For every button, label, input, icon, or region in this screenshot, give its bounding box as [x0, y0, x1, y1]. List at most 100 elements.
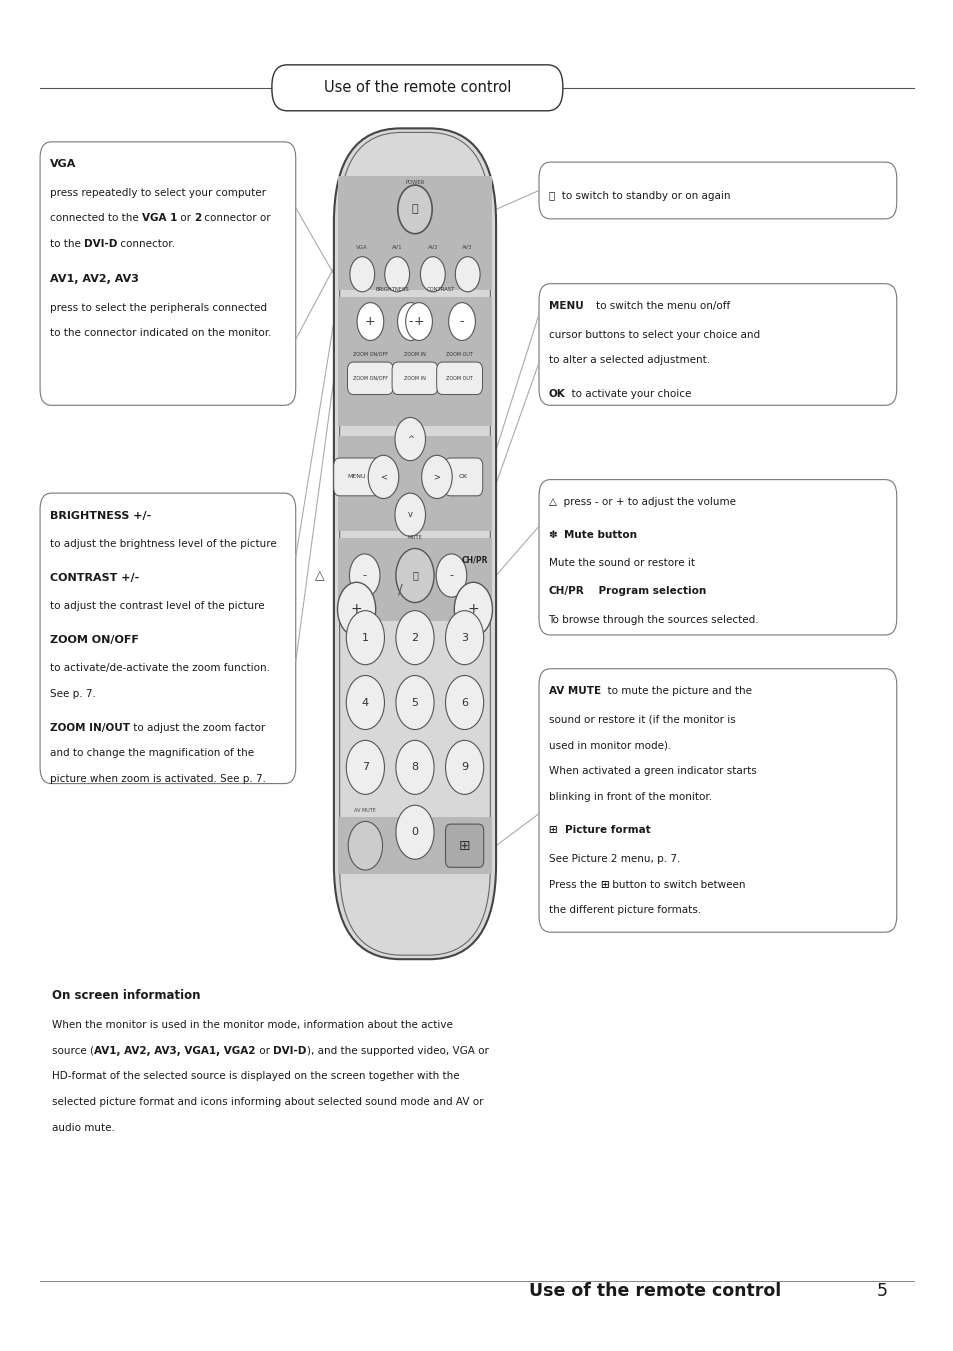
FancyBboxPatch shape — [445, 824, 483, 867]
Text: AV1, AV2, AV3, VGA1, VGA2: AV1, AV2, AV3, VGA1, VGA2 — [94, 1046, 255, 1055]
FancyBboxPatch shape — [334, 128, 496, 959]
Text: △  press - or + to adjust the volume: △ press - or + to adjust the volume — [548, 497, 735, 507]
Circle shape — [395, 549, 434, 603]
Text: ZOOM IN: ZOOM IN — [404, 376, 425, 381]
Text: picture when zoom is activated. See p. 7.: picture when zoom is activated. See p. 7… — [50, 774, 265, 784]
Bar — [337, 538, 492, 621]
Text: ⏻  to switch to standby or on again: ⏻ to switch to standby or on again — [548, 190, 729, 201]
Text: connector.: connector. — [117, 239, 175, 249]
Bar — [337, 817, 492, 874]
Text: AV MUTE: AV MUTE — [355, 808, 375, 813]
Text: +: + — [351, 603, 362, 616]
Circle shape — [349, 554, 379, 597]
Circle shape — [445, 611, 483, 665]
Text: 5: 5 — [876, 1282, 887, 1300]
Text: v: v — [407, 511, 413, 519]
Text: 1: 1 — [361, 632, 369, 643]
Text: OK: OK — [458, 474, 468, 480]
Bar — [337, 297, 492, 426]
Text: AV1, AV2, AV3: AV1, AV2, AV3 — [50, 274, 138, 284]
Text: to adjust the zoom factor: to adjust the zoom factor — [130, 723, 265, 732]
Text: Mute the sound or restore it: Mute the sound or restore it — [548, 558, 694, 567]
Circle shape — [356, 303, 383, 340]
Text: Use of the remote control: Use of the remote control — [323, 80, 511, 96]
Text: -: - — [362, 570, 366, 581]
Text: 4: 4 — [361, 697, 369, 708]
Text: See p. 7.: See p. 7. — [50, 689, 95, 698]
Text: to activate/de-activate the zoom function.: to activate/de-activate the zoom functio… — [50, 663, 270, 673]
Text: ZOOM ON/OFF: ZOOM ON/OFF — [353, 351, 388, 357]
Circle shape — [346, 740, 384, 794]
Text: 5: 5 — [411, 697, 418, 708]
Text: the different picture formats.: the different picture formats. — [548, 905, 700, 915]
Circle shape — [436, 554, 466, 597]
Text: CH/PR: CH/PR — [461, 555, 488, 565]
Text: +: + — [414, 315, 424, 328]
Text: ZOOM OUT: ZOOM OUT — [446, 376, 473, 381]
Text: ✽: ✽ — [548, 530, 563, 539]
Text: audio mute.: audio mute. — [52, 1123, 115, 1132]
Text: connector or: connector or — [201, 213, 271, 223]
Text: to switch the menu on/off: to switch the menu on/off — [582, 301, 730, 311]
Circle shape — [448, 303, 475, 340]
Text: ZOOM IN: ZOOM IN — [404, 351, 425, 357]
Circle shape — [346, 611, 384, 665]
Text: AV MUTE: AV MUTE — [548, 686, 600, 696]
Text: to the connector indicated on the monitor.: to the connector indicated on the monito… — [50, 328, 271, 338]
Circle shape — [337, 582, 375, 636]
Text: 8: 8 — [411, 762, 418, 773]
Circle shape — [395, 740, 434, 794]
Circle shape — [445, 676, 483, 730]
Circle shape — [346, 676, 384, 730]
Text: ZOOM ON/OFF: ZOOM ON/OFF — [50, 635, 138, 644]
Text: CONTRAST +/-: CONTRAST +/- — [50, 573, 139, 582]
Text: 🔇: 🔇 — [412, 570, 417, 581]
Text: source (: source ( — [52, 1046, 94, 1055]
Text: ), and the supported video, VGA or: ), and the supported video, VGA or — [306, 1046, 488, 1055]
Circle shape — [397, 303, 424, 340]
Circle shape — [405, 303, 432, 340]
Text: ^: ^ — [406, 435, 414, 443]
Text: CH/PR: CH/PR — [548, 586, 583, 596]
Bar — [337, 176, 492, 290]
Circle shape — [420, 257, 445, 292]
FancyBboxPatch shape — [392, 362, 437, 394]
Text: cursor buttons to select your choice and: cursor buttons to select your choice and — [548, 330, 759, 339]
Text: /: / — [397, 582, 402, 596]
Text: BRIGHTNESS: BRIGHTNESS — [375, 286, 409, 292]
Text: MUTE: MUTE — [407, 535, 422, 540]
Text: VGA: VGA — [356, 245, 368, 250]
Text: ⊞  Picture format: ⊞ Picture format — [548, 825, 650, 835]
Text: MENU: MENU — [548, 301, 582, 311]
Text: blinking in front of the monitor.: blinking in front of the monitor. — [548, 792, 711, 801]
Text: AV3: AV3 — [462, 245, 473, 250]
Text: POWER: POWER — [405, 180, 424, 185]
Text: or: or — [177, 213, 194, 223]
Circle shape — [350, 257, 375, 292]
Circle shape — [348, 821, 382, 870]
Text: ⊞: ⊞ — [458, 839, 470, 852]
Text: ZOOM IN/OUT: ZOOM IN/OUT — [50, 723, 130, 732]
FancyBboxPatch shape — [272, 65, 562, 111]
Circle shape — [421, 455, 452, 499]
Text: 2: 2 — [194, 213, 201, 223]
Text: -: - — [408, 315, 413, 328]
Text: 0: 0 — [411, 827, 418, 838]
Text: On screen information: On screen information — [52, 989, 201, 1002]
Text: When activated a green indicator starts: When activated a green indicator starts — [548, 766, 756, 775]
Text: button to switch between: button to switch between — [608, 880, 744, 889]
Text: DVI-D: DVI-D — [84, 239, 117, 249]
Text: AV1: AV1 — [392, 245, 402, 250]
Text: press repeatedly to select your computer: press repeatedly to select your computer — [50, 188, 265, 197]
Text: Press the: Press the — [548, 880, 599, 889]
Text: selected picture format and icons informing about selected sound mode and AV or: selected picture format and icons inform… — [52, 1097, 483, 1106]
Text: DVI-D: DVI-D — [273, 1046, 306, 1055]
Text: HD-format of the selected source is displayed on the screen together with the: HD-format of the selected source is disp… — [52, 1071, 459, 1081]
Bar — [337, 436, 492, 531]
Text: to adjust the contrast level of the picture: to adjust the contrast level of the pict… — [50, 601, 264, 611]
Circle shape — [395, 493, 425, 536]
Text: MENU: MENU — [347, 474, 365, 480]
Circle shape — [395, 676, 434, 730]
Text: and to change the magnification of the: and to change the magnification of the — [50, 748, 253, 758]
FancyBboxPatch shape — [334, 458, 379, 496]
